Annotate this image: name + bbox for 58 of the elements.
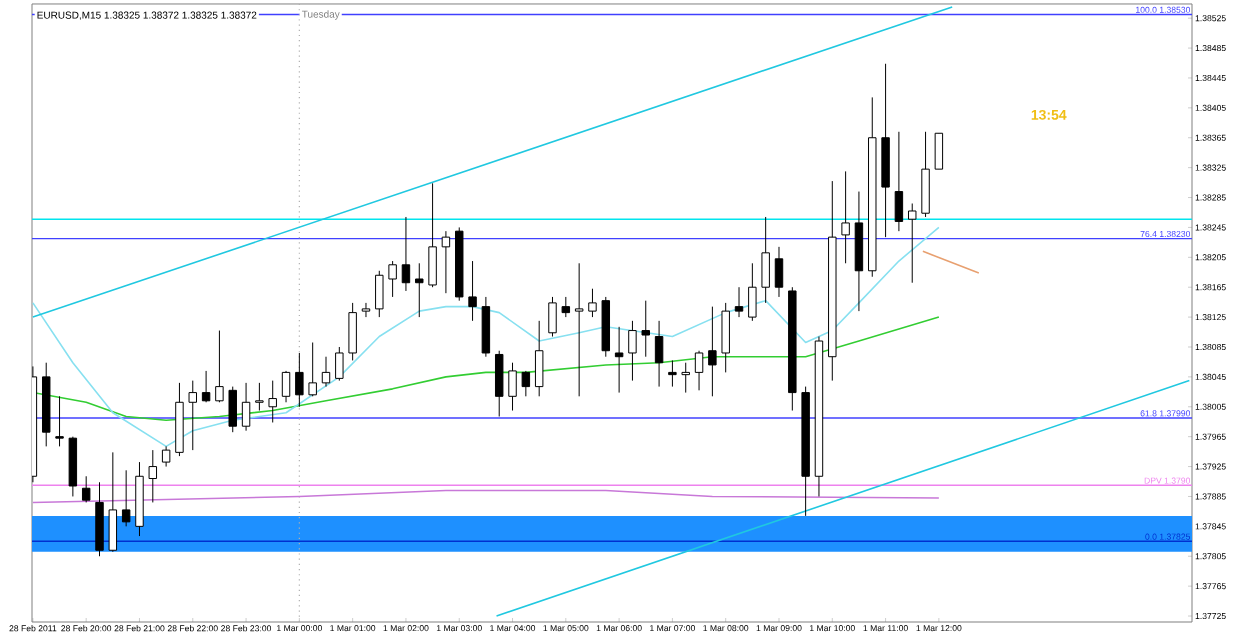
candlestick — [308, 342, 317, 397]
candlestick — [148, 449, 158, 503]
candlestick — [907, 203, 917, 284]
candlestick — [921, 131, 930, 218]
candlestick — [228, 386, 237, 433]
candlestick — [934, 132, 944, 170]
candlestick — [574, 262, 584, 397]
candlestick — [468, 260, 477, 322]
candlestick — [854, 191, 864, 312]
candlestick — [588, 288, 597, 318]
candlestick — [255, 382, 264, 412]
candlestick — [548, 296, 557, 338]
candlestick — [295, 352, 304, 408]
candlestick — [708, 306, 717, 397]
candlestick — [508, 362, 517, 412]
candlestick — [654, 320, 664, 388]
candlestick — [348, 302, 357, 361]
candlestick — [894, 131, 904, 232]
candlestick — [428, 182, 437, 288]
candlestick — [321, 356, 331, 388]
candlestick — [521, 370, 531, 397]
candlestick — [161, 445, 171, 468]
candlestick — [335, 346, 344, 382]
candlestick — [441, 230, 451, 294]
candlestick — [494, 350, 504, 417]
candlestick — [81, 475, 91, 503]
candlestick — [188, 380, 197, 451]
candlestick — [614, 326, 624, 394]
candlestick — [68, 436, 78, 497]
candlestick — [694, 350, 704, 391]
candlestick — [668, 359, 677, 388]
candlestick — [388, 260, 397, 298]
line-series — [32, 226, 940, 448]
candlestick — [121, 469, 131, 527]
candlestick — [401, 216, 411, 292]
candlestick — [415, 262, 424, 318]
candlestick — [55, 395, 64, 447]
candlestick — [841, 170, 850, 264]
candlestick — [375, 270, 384, 318]
candlestick — [534, 320, 544, 397]
candlestick — [561, 296, 571, 318]
candlestick — [361, 302, 371, 318]
candlestick — [774, 246, 784, 298]
candlestick — [748, 262, 757, 322]
candlestick — [108, 451, 118, 553]
candlestick — [721, 302, 730, 373]
candlestick — [761, 216, 770, 304]
candlestick — [215, 330, 224, 403]
candlestick — [481, 296, 491, 358]
candlestick — [201, 370, 211, 403]
candlestick — [268, 380, 277, 423]
candlestick — [281, 370, 291, 403]
candlestick — [241, 382, 251, 432]
candlestick — [95, 481, 104, 557]
candlestick — [628, 320, 637, 382]
candlestick — [681, 362, 690, 394]
candlestick — [734, 286, 744, 318]
candlestick — [641, 300, 650, 358]
